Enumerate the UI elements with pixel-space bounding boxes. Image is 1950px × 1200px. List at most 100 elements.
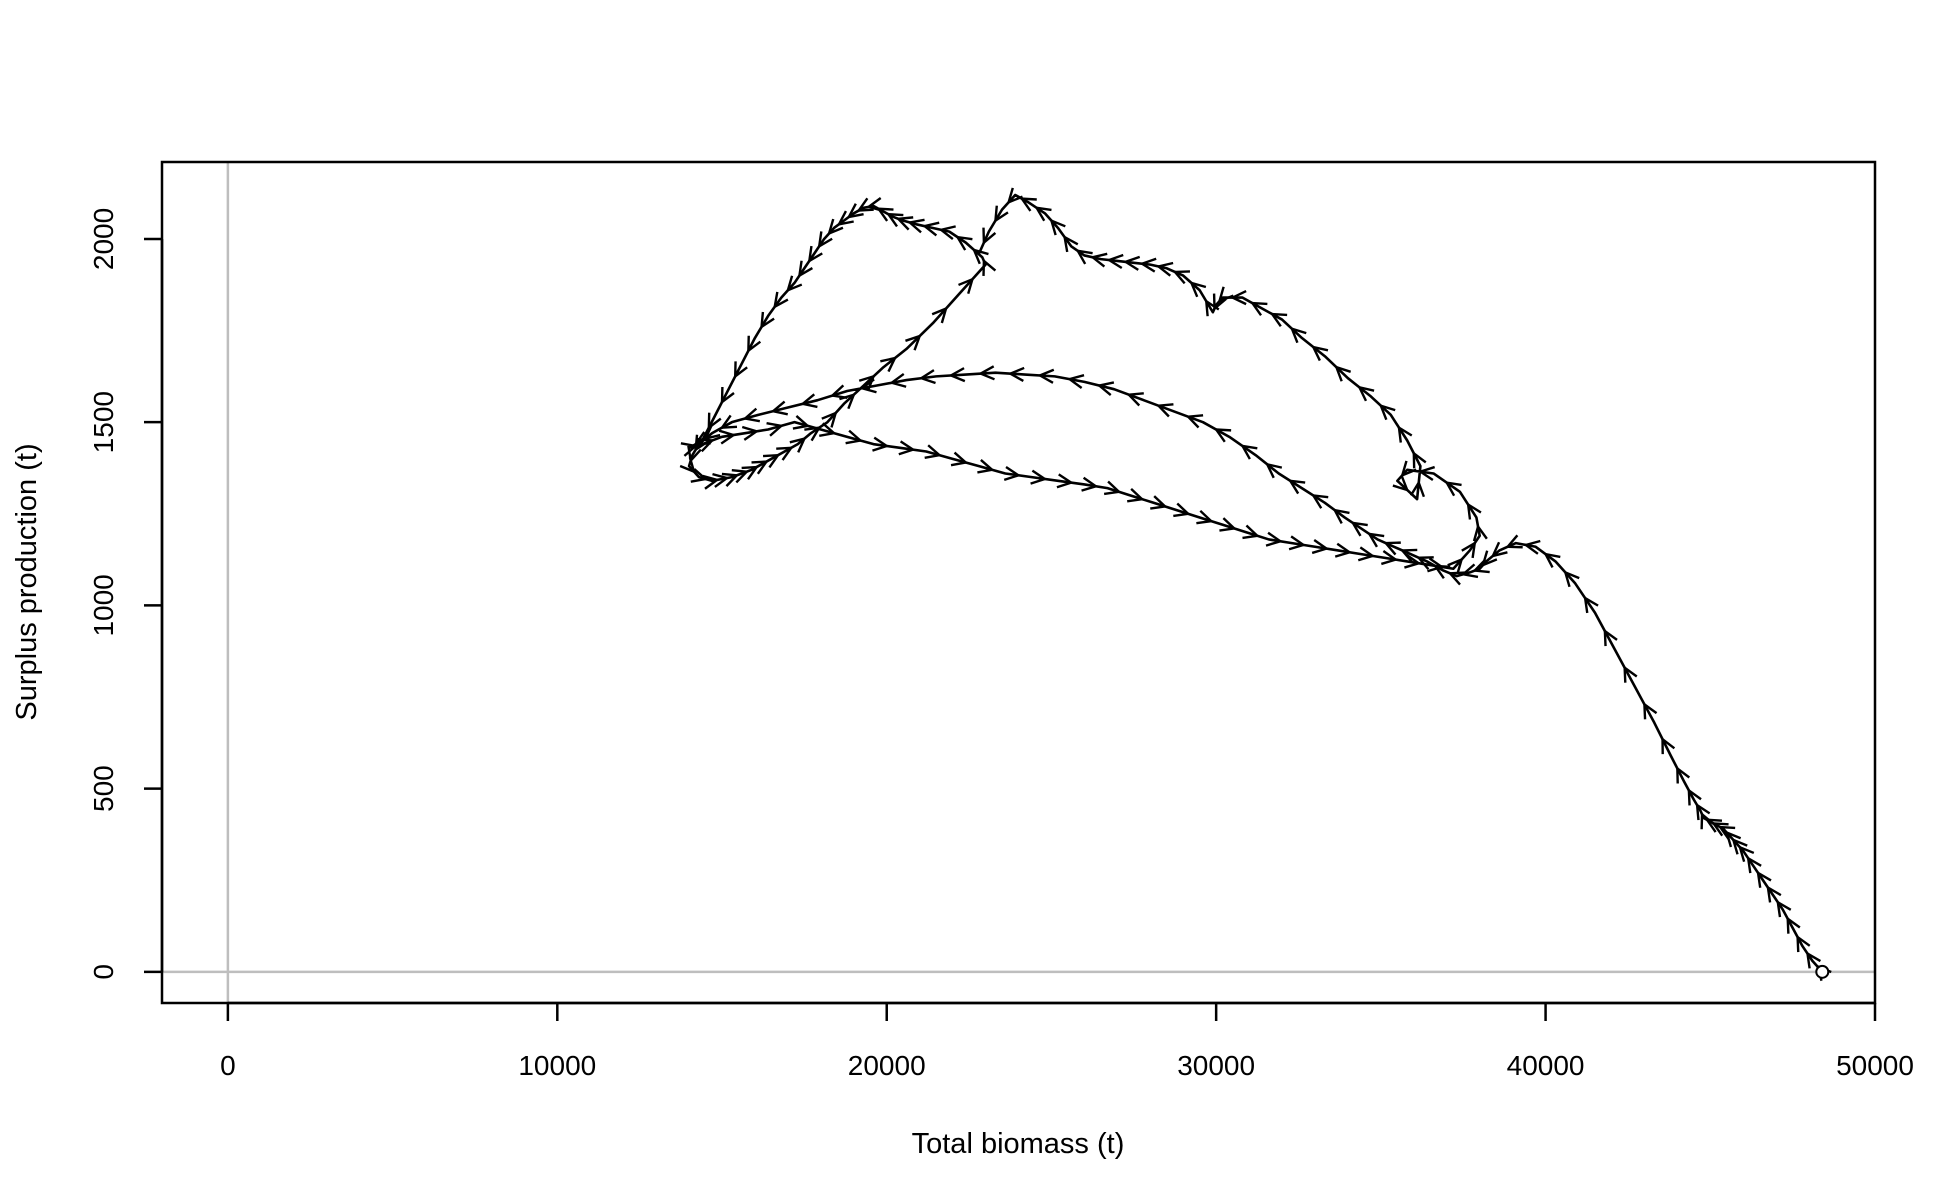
trajectory-arrow (679, 456, 696, 474)
trajectory-arrow (948, 367, 966, 383)
trajectory-arrow (1185, 414, 1204, 429)
trajectory-arrow (1122, 255, 1141, 271)
trajectory-arrow (807, 245, 823, 264)
trajectory-arrow (846, 203, 864, 219)
trajectory-arrow (741, 425, 760, 441)
trajectory-arrow (885, 212, 904, 228)
trajectory-arrow (1066, 374, 1085, 389)
trajectory-arrow (836, 210, 854, 226)
trajectory-arrow (804, 426, 822, 442)
trajectory-arrow (789, 436, 807, 453)
trajectory-arrow (1460, 563, 1479, 579)
trajectory-arrow (747, 335, 762, 354)
trajectory-arrow (1096, 381, 1115, 397)
trajectory-arrow (1563, 570, 1580, 588)
trajectory-arrow (872, 436, 890, 452)
trajectory-arrow (718, 429, 737, 445)
trajectory-arrow (1155, 403, 1174, 418)
y-tick-label: 500 (88, 765, 119, 812)
end-point-marker (1815, 964, 1830, 979)
trajectory-arrow (1724, 830, 1742, 848)
trajectory-arrow (1427, 557, 1445, 573)
trajectory-arrow (1383, 541, 1401, 556)
trajectory-arrow (1049, 218, 1066, 236)
trajectory-arrow (1150, 495, 1168, 510)
trajectory-arrow (797, 260, 813, 278)
trajectory-arrow (1416, 556, 1434, 570)
trajectory-arrow (1490, 541, 1508, 558)
trajectory-arrow (1397, 425, 1413, 443)
trajectory-arrow (712, 472, 730, 488)
trajectory-arrow (1466, 502, 1482, 520)
trajectory-arrow (994, 205, 1009, 223)
trajectory-arrow (1481, 550, 1498, 568)
trajectory-arrow (1738, 845, 1755, 862)
trajectory-arrow (1089, 252, 1108, 268)
trajectory-arrow (1746, 855, 1762, 874)
trajectory-arrow (1127, 487, 1145, 503)
trajectory-arrow (1805, 951, 1822, 969)
trajectory-arrow (1399, 548, 1418, 563)
trajectory-arrow (924, 444, 943, 460)
trajectory-arrow (1543, 552, 1561, 568)
trajectory-arrow (1265, 462, 1283, 479)
trajectory-arrow (1756, 870, 1772, 888)
trajectory-arrow (1242, 524, 1260, 540)
trajectory-arrow (819, 422, 837, 438)
trajectory-arrow (845, 429, 864, 445)
trajectory-arrow (1007, 366, 1025, 383)
trajectory-arrow (1357, 385, 1375, 402)
trajectory-arrow (1367, 532, 1385, 548)
y-tick-label: 2000 (88, 208, 119, 270)
trajectory-arrow (895, 216, 914, 231)
y-axis-label: Surplus production (t) (11, 443, 43, 720)
trajectory-arrow (762, 453, 781, 469)
trajectory-arrow (1311, 493, 1329, 509)
trajectory-arrow (1412, 450, 1427, 469)
trajectory-arrow (958, 277, 975, 295)
trajectory-arrow (697, 437, 715, 453)
trajectory-arrow (742, 407, 761, 423)
trajectory-arrow (898, 440, 916, 456)
data-layer (679, 187, 1832, 982)
trajectory-arrow (1126, 392, 1144, 407)
trajectory-arrow (1676, 766, 1691, 784)
trajectory-arrow (1357, 546, 1376, 562)
trajectory-arrow (1700, 811, 1715, 830)
trajectory-arrow (821, 410, 838, 428)
trajectory-arrow (1155, 261, 1174, 277)
trajectory-arrow (690, 468, 709, 483)
trajectory-arrow (1731, 837, 1748, 855)
x-tick-label: 10000 (518, 1050, 596, 1081)
trajectory-arrow (1103, 480, 1122, 496)
trajectory-arrow (858, 374, 876, 391)
trajectory-arrow (1075, 249, 1093, 265)
trajectory-arrow (1776, 899, 1792, 918)
trajectory-arrow (839, 392, 856, 410)
trajectory-arrow (1523, 539, 1541, 555)
x-axis-label: Total biomass (t) (912, 1128, 1125, 1160)
trajectory-arrow (1623, 665, 1638, 683)
trajectory-arrow (766, 421, 784, 437)
trajectory-arrow (1392, 475, 1410, 492)
trajectory-arrow (921, 221, 940, 237)
trajectory-arrow (1796, 934, 1811, 953)
trajectory-arrow (1432, 564, 1451, 579)
trajectory-arrow (719, 414, 738, 430)
trajectory-arrow (1219, 517, 1237, 532)
trajectory-arrow (865, 197, 884, 213)
trajectory-arrow (1217, 286, 1234, 304)
trajectory-arrow (1400, 460, 1417, 478)
trajectory-arrow (1350, 521, 1368, 537)
trajectory-arrow (1106, 253, 1124, 270)
trajectory-arrow (938, 225, 956, 241)
trajectory-arrow (888, 372, 907, 388)
trajectory-arrow (1269, 312, 1288, 328)
trajectory-arrow (1173, 502, 1191, 518)
trajectory-arrow (1472, 558, 1490, 574)
x-tick-label: 0 (220, 1050, 236, 1081)
trajectory-arrow (720, 386, 735, 405)
trajectory-arrow (1249, 301, 1268, 317)
trajectory-arrow (1288, 535, 1307, 551)
